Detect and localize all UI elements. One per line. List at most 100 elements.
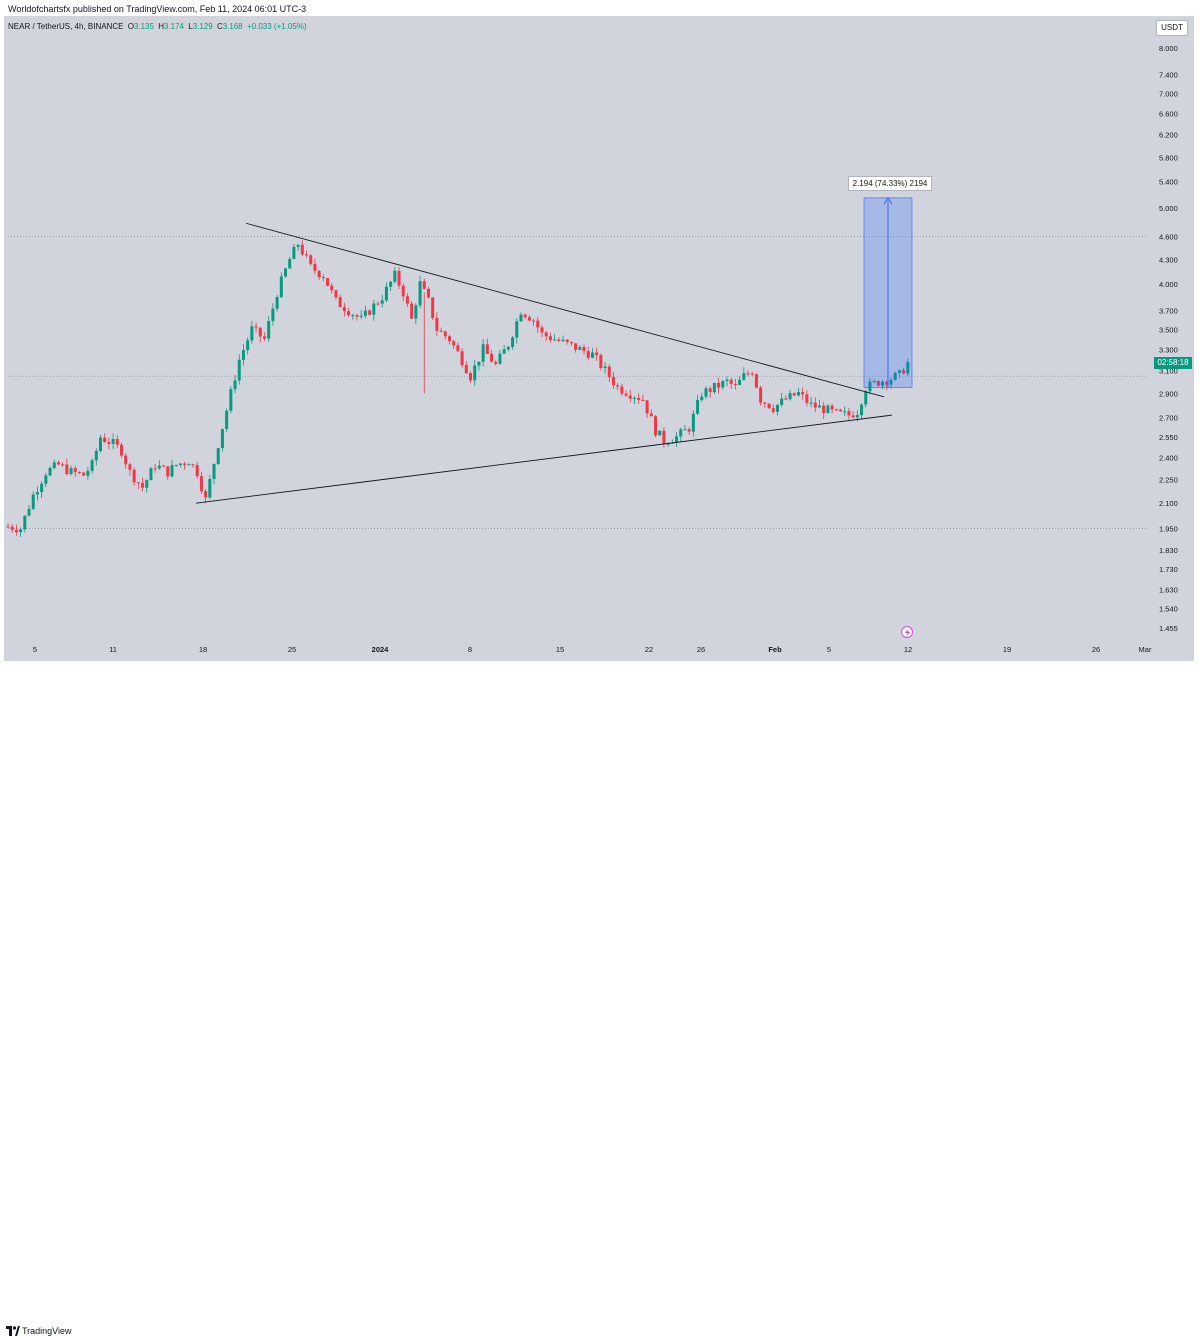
- candle-body: [456, 345, 460, 352]
- price-tick-label: 2.900: [1159, 389, 1178, 398]
- candle-body: [115, 439, 119, 445]
- symbol-label: NEAR / TetherUS, 4h, BINANCE: [8, 22, 124, 31]
- candle-body: [725, 379, 729, 382]
- currency-button[interactable]: USDT: [1156, 20, 1188, 36]
- candle-body: [35, 492, 39, 495]
- price-tick-label: 1.950: [1159, 524, 1178, 533]
- candle-body: [548, 336, 552, 341]
- candle-body: [666, 443, 670, 445]
- open-value: 3.135: [133, 22, 154, 31]
- candle-body: [82, 472, 86, 476]
- candle-body: [586, 351, 590, 358]
- candle-body: [843, 411, 847, 413]
- candle-body: [679, 429, 683, 437]
- time-tick-label: Feb: [768, 645, 782, 654]
- candle-body: [237, 359, 241, 381]
- candle-body: [86, 470, 90, 476]
- time-tick-label: 25: [288, 645, 296, 654]
- candle-body: [418, 281, 422, 306]
- candle-body: [65, 464, 69, 475]
- lightning-event-icon[interactable]: [901, 626, 913, 638]
- candle-body: [435, 317, 439, 331]
- candle-body: [595, 352, 599, 356]
- candle-body: [141, 482, 145, 488]
- candle-body: [195, 465, 199, 477]
- candle-body: [607, 366, 611, 378]
- candle-body: [187, 464, 191, 466]
- candle-body: [443, 331, 447, 337]
- candle-body: [103, 437, 107, 443]
- tradingview-logo-icon[interactable]: [6, 1326, 20, 1336]
- candle-body: [864, 391, 868, 405]
- chart-area[interactable]: 8.000 7.400 7.000 6.600 6.200 5.800 5.400 5.000…: [4, 16, 1194, 661]
- candle-body: [94, 451, 98, 461]
- time-tick-label: 11: [109, 645, 117, 654]
- candle-body: [620, 386, 624, 394]
- candle-body: [763, 402, 767, 404]
- candle-body: [469, 373, 473, 381]
- candle-body: [830, 405, 834, 410]
- candle-body: [603, 366, 607, 369]
- candle-body: [414, 305, 418, 319]
- candle-body: [153, 468, 157, 470]
- candle-body: [246, 340, 250, 351]
- price-tick-label: 7.400: [1159, 71, 1178, 80]
- candle-body: [696, 400, 700, 414]
- candle-body: [363, 310, 367, 316]
- price-tick-label: 7.000: [1159, 89, 1178, 98]
- candle-body: [767, 403, 771, 409]
- candle-body: [881, 381, 885, 386]
- candle-body: [658, 430, 662, 436]
- candle-body: [738, 379, 742, 385]
- candle-body: [229, 389, 233, 411]
- price-axis: 8.000 7.400 7.000 6.600 6.200 5.800 5.400 5.000…: [1159, 44, 1178, 633]
- candle-body: [683, 429, 687, 431]
- candle-body: [128, 464, 132, 470]
- candle-body: [111, 439, 115, 444]
- candle-body: [10, 526, 14, 530]
- candle-body: [426, 288, 430, 298]
- price-tick-label: 3.700: [1159, 306, 1178, 315]
- candle-body: [822, 405, 826, 414]
- candle-body: [536, 320, 540, 328]
- price-tick-label: 2.400: [1159, 454, 1178, 463]
- candle-body: [721, 381, 725, 388]
- candle-body: [742, 373, 746, 380]
- candle-body: [397, 270, 401, 286]
- candle-body: [376, 303, 380, 305]
- candle-body: [481, 344, 485, 362]
- candle-body: [628, 395, 632, 399]
- candle-body: [178, 463, 182, 465]
- candle-body: [300, 244, 304, 255]
- candle-body: [485, 344, 489, 354]
- published-info: Worldofchartsfx published on TradingView…: [8, 4, 307, 14]
- current-price-countdown: 02:58:18: [1154, 357, 1192, 369]
- low-value: 3.129: [192, 22, 213, 31]
- candle-body: [490, 353, 494, 362]
- candle-body: [889, 379, 893, 385]
- price-tick-label: 5.000: [1159, 204, 1178, 213]
- candle-body: [574, 343, 578, 350]
- candle-body: [792, 393, 796, 396]
- candle-body: [326, 278, 330, 286]
- candle-body: [422, 281, 426, 289]
- candle-body: [839, 409, 843, 412]
- price-tick-label: 3.100: [1159, 367, 1178, 376]
- candle-body: [56, 462, 60, 465]
- price-tick-label: 2.700: [1159, 414, 1178, 423]
- candle-body: [569, 341, 573, 344]
- candle-body: [309, 255, 313, 264]
- candle-body: [511, 337, 515, 347]
- candle-body: [599, 355, 603, 369]
- candle-body: [834, 409, 838, 411]
- candle-body: [553, 339, 557, 341]
- price-tick-label: 5.400: [1159, 178, 1178, 187]
- candle-body: [355, 315, 359, 317]
- candle-body: [52, 462, 56, 468]
- candle-body: [902, 370, 906, 374]
- price-chart[interactable]: 8.000 7.400 7.000 6.600 6.200 5.800 5.400 5.000…: [4, 16, 1194, 661]
- candle-body: [460, 351, 464, 365]
- candle-body: [120, 444, 124, 456]
- candle-body: [523, 314, 527, 318]
- candle-body: [342, 307, 346, 312]
